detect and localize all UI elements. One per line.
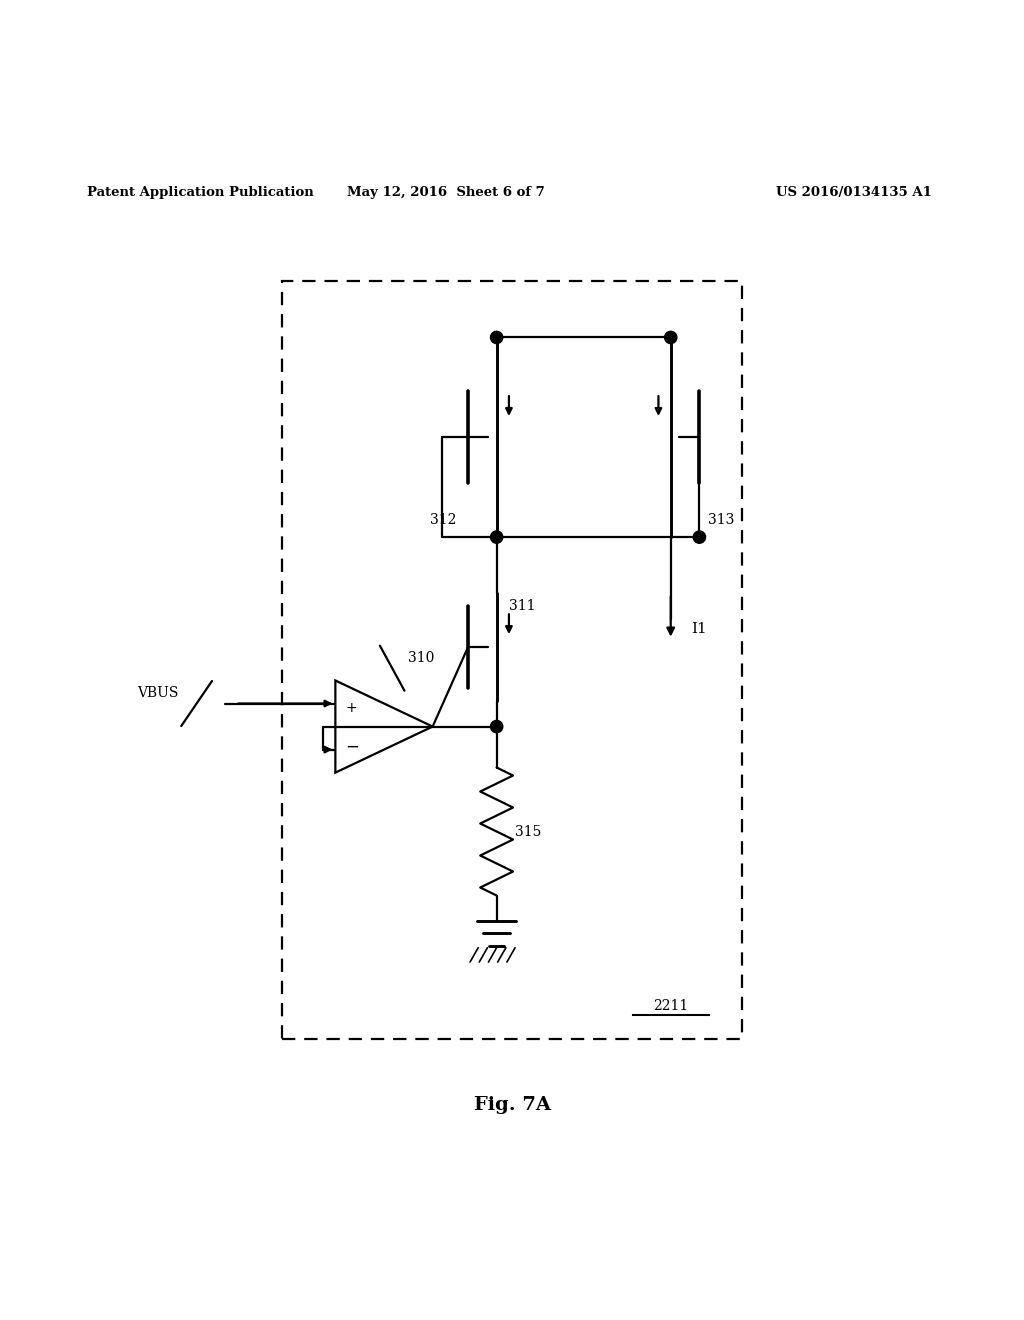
Text: Fig. 7A: Fig. 7A xyxy=(473,1097,551,1114)
Text: I1: I1 xyxy=(691,622,707,636)
Circle shape xyxy=(490,721,503,733)
Text: May 12, 2016  Sheet 6 of 7: May 12, 2016 Sheet 6 of 7 xyxy=(346,186,545,198)
Text: −: − xyxy=(346,738,359,756)
Circle shape xyxy=(490,331,503,343)
Text: 310: 310 xyxy=(408,651,434,665)
Bar xyxy=(282,281,742,1039)
Text: +: + xyxy=(346,701,357,715)
Circle shape xyxy=(665,331,677,343)
Circle shape xyxy=(693,531,706,544)
Circle shape xyxy=(490,531,503,544)
Text: Patent Application Publication: Patent Application Publication xyxy=(87,186,313,198)
Text: VBUS: VBUS xyxy=(137,686,178,701)
Text: 313: 313 xyxy=(708,513,734,527)
Text: 311: 311 xyxy=(509,598,536,612)
Text: US 2016/0134135 A1: US 2016/0134135 A1 xyxy=(776,186,932,198)
Text: 315: 315 xyxy=(515,825,542,838)
Text: 312: 312 xyxy=(430,513,457,527)
Text: 2211: 2211 xyxy=(653,999,688,1014)
